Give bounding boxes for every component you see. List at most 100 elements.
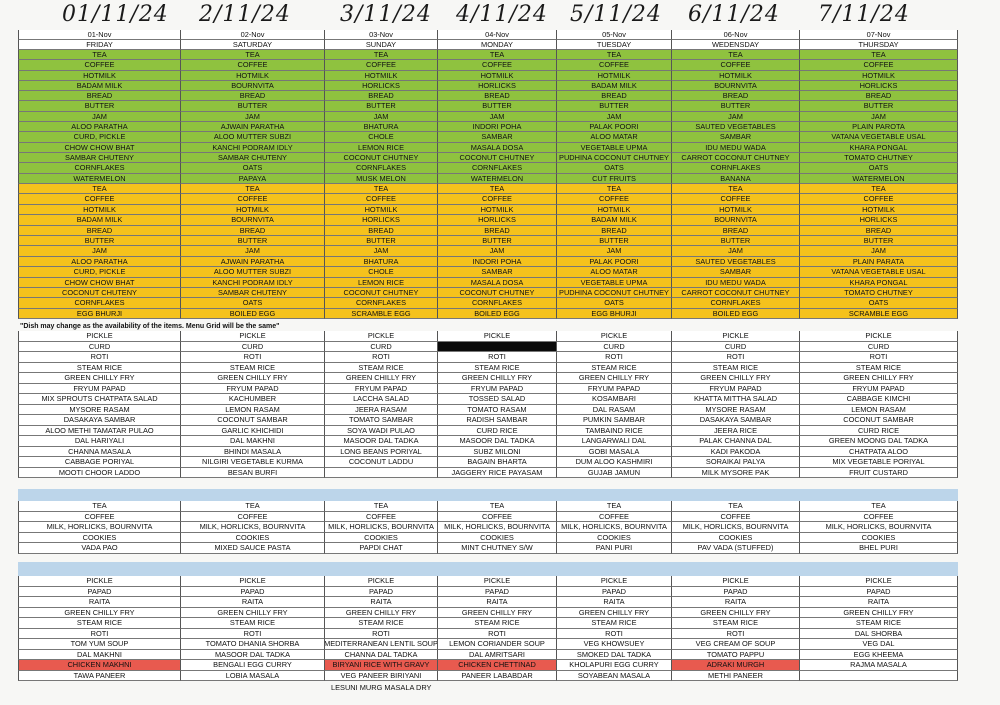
menu-cell: TEA [324,184,437,195]
menu-cell [324,467,437,478]
menu-cell: BUTTER [180,101,324,112]
header-date: 02-Nov [180,30,324,40]
menu-cell: BUTTER [556,101,671,112]
menu-cell: EGG KHEEMA [799,649,958,660]
menu-cell: JAM [324,111,437,123]
menu-cell: ROTI [671,628,799,639]
menu-cell: CABBAGE PORIYAL [18,457,180,468]
menu-cell: LANGARWALI DAL [556,436,671,447]
menu-cell: CORNFLAKES [437,163,556,174]
menu-cell: CABBAGE KIMCHI [799,394,958,405]
menu-cell: STEAM RICE [324,618,437,629]
menu-cell: HOTMILK [671,204,799,216]
menu-cell: SAMBAR CHUTENY [180,287,324,299]
handwritten-date: 6/11/24 [688,2,780,27]
menu-cell: TEA [556,501,671,512]
menu-cell: RAITA [799,597,958,608]
menu-cell: COFFEE [799,511,958,523]
menu-cell: MINT CHUTNEY S/W [437,543,556,554]
menu-cell: LONG BEANS PORIYAL [324,446,437,457]
menu-cell: FRYUM PAPAD [180,383,324,394]
menu-cell: PLAIN PAROTA [799,122,958,133]
menu-cell: CURD [556,341,671,352]
menu-cell: CURD [324,341,437,352]
menu-cell: BUTTER [671,235,799,247]
menu-cell: PAPAD [799,586,958,597]
menu-cell: BOILED EGG [180,308,324,320]
menu-cell: CHICKEN CHETTINAD [437,660,556,671]
menu-cell: SAUTED VEGETABLES [671,256,799,268]
menu-cell: GREEN CHILLY FRY [324,373,437,384]
menu-cell: TOMATO RASAM [437,404,556,415]
menu-cell: BESAN BURFI [180,467,324,478]
menu-cell: TEA [799,50,958,61]
menu-cell: OATS [556,163,671,174]
menu-cell: BHATURA [324,256,437,268]
menu-cell: STEAM RICE [556,362,671,373]
menu-cell: CHOLE [324,267,437,278]
menu-cell: COFFEE [437,194,556,205]
menu-cell: COFFEE [556,194,671,205]
menu-cell: PICKLE [437,331,556,342]
menu-cell: CHANNA MASALA [18,446,180,457]
handwritten-date: 4/11/24 [456,2,548,27]
menu-cell: HOTMILK [18,70,180,81]
menu-cell: AJWAIN PARATHA [180,256,324,268]
menu-cell: COFFEE [671,511,799,523]
menu-cell: RAITA [18,597,180,608]
menu-cell: CHATPATA ALOO [799,446,958,457]
menu-cell: VATANA VEGETABLE USAL [799,132,958,143]
menu-cell: CORNFLAKES [18,298,180,309]
menu-cell: KADI PAKODA [671,446,799,457]
menu-cell: BREAD [671,225,799,236]
menu-cell: SOYA WADI PULAO [324,425,437,436]
menu-cell: VADA PAO [18,543,180,554]
menu-cell: BADAM MILK [18,215,180,226]
menu-cell: TEA [671,184,799,195]
menu-cell: PICKLE [324,331,437,342]
menu-cell: METHI PANEER [671,670,799,681]
menu-cell: STEAM RICE [18,618,180,629]
menu-cell: SAMBAR CHUTENY [18,152,180,164]
menu-cell: COCONUT SAMBAR [180,415,324,426]
menu-cell: RAITA [437,597,556,608]
menu-note: "Dish may change as the availability of … [20,323,280,330]
menu-cell: KANCHI PODRAM IDLY [180,277,324,288]
snacks-grid: TEA TEA TEA TEA TEA TEA TEA COFFEE COFFEE COFFEE C… [18,501,958,554]
menu-cell: TEA [18,184,180,195]
menu-cell: BUTTER [437,101,556,112]
menu-cell: PICKLE [324,576,437,587]
menu-cell: COOKIES [556,532,671,544]
menu-cell: PAPAD [18,586,180,597]
menu-cell: LACCHA SALAD [324,394,437,405]
menu-cell: GREEN CHILLY FRY [437,373,556,384]
menu-cell: GREEN CHILLY FRY [556,373,671,384]
menu-cell: MILK, HORLICKS, BOURNVITA [799,522,958,533]
menu-cell: LEMON RICE [324,277,437,288]
menu-cell: GREEN CHILLY FRY [799,373,958,384]
menu-cell: JAM [556,111,671,123]
menu-cell: FRUIT CUSTARD [799,467,958,478]
menu-cell: FRYUM PAPAD [324,383,437,394]
menu-cell: KHATTA MITTHA SALAD [671,394,799,405]
menu-cell: MOOTI CHOOR LADDO [18,467,180,478]
menu-cell: PAPAD [437,586,556,597]
menu-cell: BUTTER [799,101,958,112]
menu-cell: COFFEE [556,60,671,71]
menu-cell: BAGAIN BHARTA [437,457,556,468]
menu-cell: DUM ALOO KASHMIRI [556,457,671,468]
menu-cell: JAM [324,246,437,257]
menu-cell: COCONUT CHUTNEY [437,287,556,299]
menu-cell: TEA [180,184,324,195]
menu-cell: VEG PANEER BIRIYANI [324,670,437,681]
menu-cell: PICKLE [437,576,556,587]
menu-cell: CURD RICE [437,425,556,436]
menu-cell: JAM [799,111,958,123]
header-day: MONDAY [437,40,556,50]
menu-cell: PAPAD [180,586,324,597]
menu-cell: ALOO MUTTER SUBZI [180,267,324,278]
menu-cell: MEDITERRANEAN LENTIL SOUP [324,639,437,650]
menu-cell: SAMBAR [437,132,556,143]
menu-cell: CURD RICE [799,425,958,436]
